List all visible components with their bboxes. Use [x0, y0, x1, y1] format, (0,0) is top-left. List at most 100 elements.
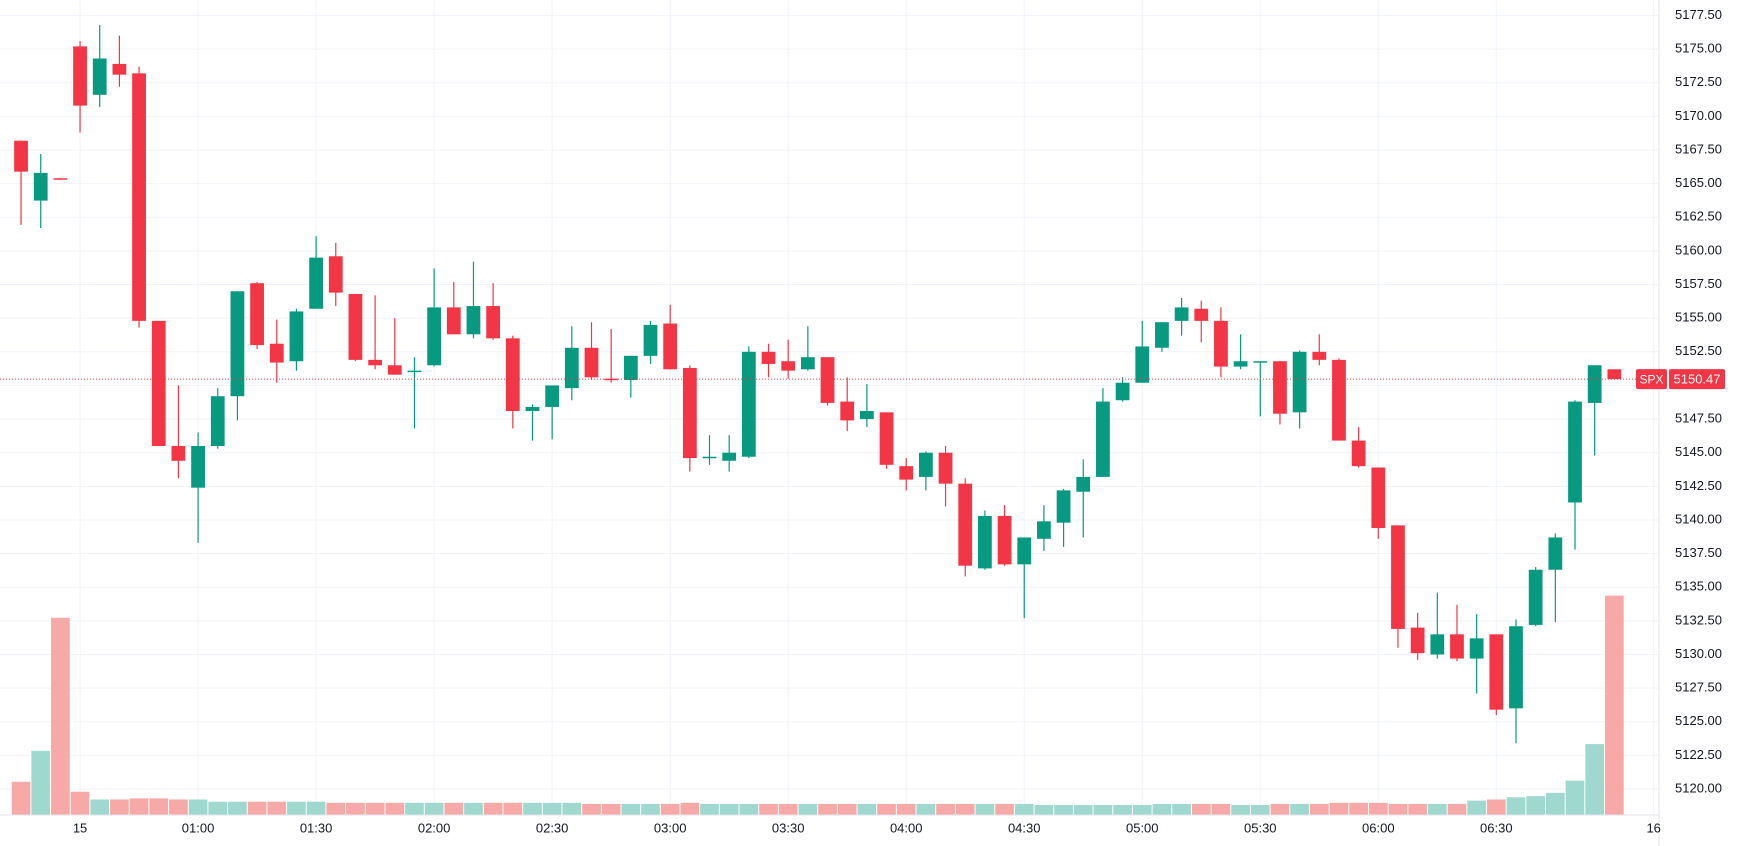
candle-body	[1351, 440, 1366, 467]
y-tick-label: 5130.00	[1675, 646, 1722, 661]
y-tick-label: 5145.00	[1675, 444, 1722, 459]
x-tick-label: 16	[1646, 820, 1660, 835]
volume-bar	[424, 802, 444, 815]
candle-body	[1273, 361, 1287, 414]
y-tick-label: 5170.00	[1675, 108, 1722, 123]
candle-body	[525, 406, 540, 411]
volume-bar	[267, 801, 287, 815]
volume-bar	[365, 802, 385, 815]
candle-body	[741, 351, 756, 457]
x-tick-label: 06:30	[1480, 820, 1513, 835]
volume-bar	[1388, 803, 1408, 815]
candle-body	[682, 367, 697, 459]
candle-body	[348, 293, 363, 360]
volume-bar	[70, 791, 90, 815]
y-tick-label: 5162.50	[1675, 209, 1722, 224]
symbol-label: SPX	[1639, 372, 1663, 386]
volume-bar	[1526, 796, 1546, 815]
volume-bar	[759, 803, 778, 815]
candle-body	[1174, 307, 1189, 321]
candle-body	[643, 324, 658, 356]
candle-body	[14, 140, 28, 172]
volume-bar	[444, 802, 464, 815]
candle-body	[800, 357, 815, 370]
y-tick-label: 5137.50	[1675, 545, 1722, 560]
volume-bar	[857, 803, 877, 815]
candle-body	[132, 73, 146, 321]
candle-body	[1076, 476, 1091, 492]
candle-body	[545, 385, 560, 407]
volume-bar	[1152, 803, 1172, 815]
volume-bar	[31, 750, 51, 815]
volume-bar	[798, 803, 818, 815]
candle-body	[1568, 401, 1582, 503]
volume-bar	[51, 617, 70, 815]
candle-body	[486, 306, 501, 339]
volume-bar	[1172, 803, 1191, 815]
volume-bar	[1113, 805, 1132, 815]
axes: 5120.00 5122.50 5125.00 5127.50 5130.00 5132.…	[0, 7, 1725, 835]
candle-body	[702, 456, 717, 459]
candle-body	[269, 343, 284, 363]
candle-body	[1391, 525, 1405, 629]
volume-bar	[1290, 803, 1309, 815]
volume-bar	[1309, 803, 1329, 815]
y-tick-label: 5175.00	[1675, 41, 1722, 56]
candle-body	[859, 410, 874, 420]
candle-body	[1056, 490, 1071, 523]
candle-body	[1410, 627, 1425, 654]
candle-body	[1155, 322, 1169, 348]
candle-body	[446, 307, 461, 335]
volume-bar	[1231, 805, 1250, 815]
candle-body	[1587, 365, 1602, 403]
y-tick-label: 5120.00	[1675, 780, 1722, 795]
y-tick-label: 5167.50	[1675, 141, 1722, 156]
candle-body	[1332, 359, 1346, 441]
candle-body	[1469, 638, 1484, 659]
volume-bar	[1486, 799, 1506, 815]
volume-bar	[916, 803, 936, 815]
y-tick-label: 5172.50	[1675, 74, 1722, 89]
volume-bar	[129, 798, 149, 815]
volume-bar	[877, 803, 896, 815]
y-tick-label: 5177.50	[1675, 7, 1722, 22]
volume-bar	[641, 803, 660, 815]
x-tick-label: 04:00	[890, 820, 923, 835]
y-tick-label: 5157.50	[1675, 276, 1722, 291]
candle-body	[1489, 634, 1504, 710]
candle-body	[938, 452, 953, 484]
volume-bar	[228, 801, 247, 815]
candle-body	[151, 320, 166, 446]
volume-bar	[405, 802, 424, 815]
x-tick-label: 04:30	[1008, 820, 1041, 835]
candle-body	[73, 46, 87, 106]
candle-body	[663, 323, 678, 370]
candle-body	[1135, 346, 1150, 383]
volume-pane	[11, 595, 1624, 815]
y-tick-label: 5142.50	[1675, 478, 1722, 493]
x-tick-label: 01:00	[182, 820, 215, 835]
candle-body	[1037, 521, 1051, 539]
volume-bar	[1211, 803, 1231, 815]
volume-bar	[385, 802, 405, 815]
volume-bar	[1605, 595, 1624, 815]
volume-bar	[1250, 805, 1270, 815]
volume-bar	[208, 801, 228, 815]
volume-bar	[1349, 802, 1368, 815]
volume-bar	[660, 803, 680, 815]
candle-body	[505, 338, 520, 411]
y-tick-label: 5155.00	[1675, 310, 1722, 325]
candle-body	[1548, 537, 1563, 570]
candle-body	[466, 306, 481, 335]
candle-body	[191, 445, 205, 488]
volume-bar	[188, 799, 208, 815]
candle-body	[92, 58, 107, 95]
y-tick-label: 5135.00	[1675, 579, 1722, 594]
symbol-tag	[1636, 369, 1667, 390]
candle-body	[879, 412, 894, 465]
volume-bar	[483, 802, 503, 815]
candle-body	[840, 401, 855, 421]
volume-bar	[149, 798, 169, 815]
x-tick-label: 02:00	[418, 820, 451, 835]
x-tick-label: 06:00	[1362, 820, 1395, 835]
